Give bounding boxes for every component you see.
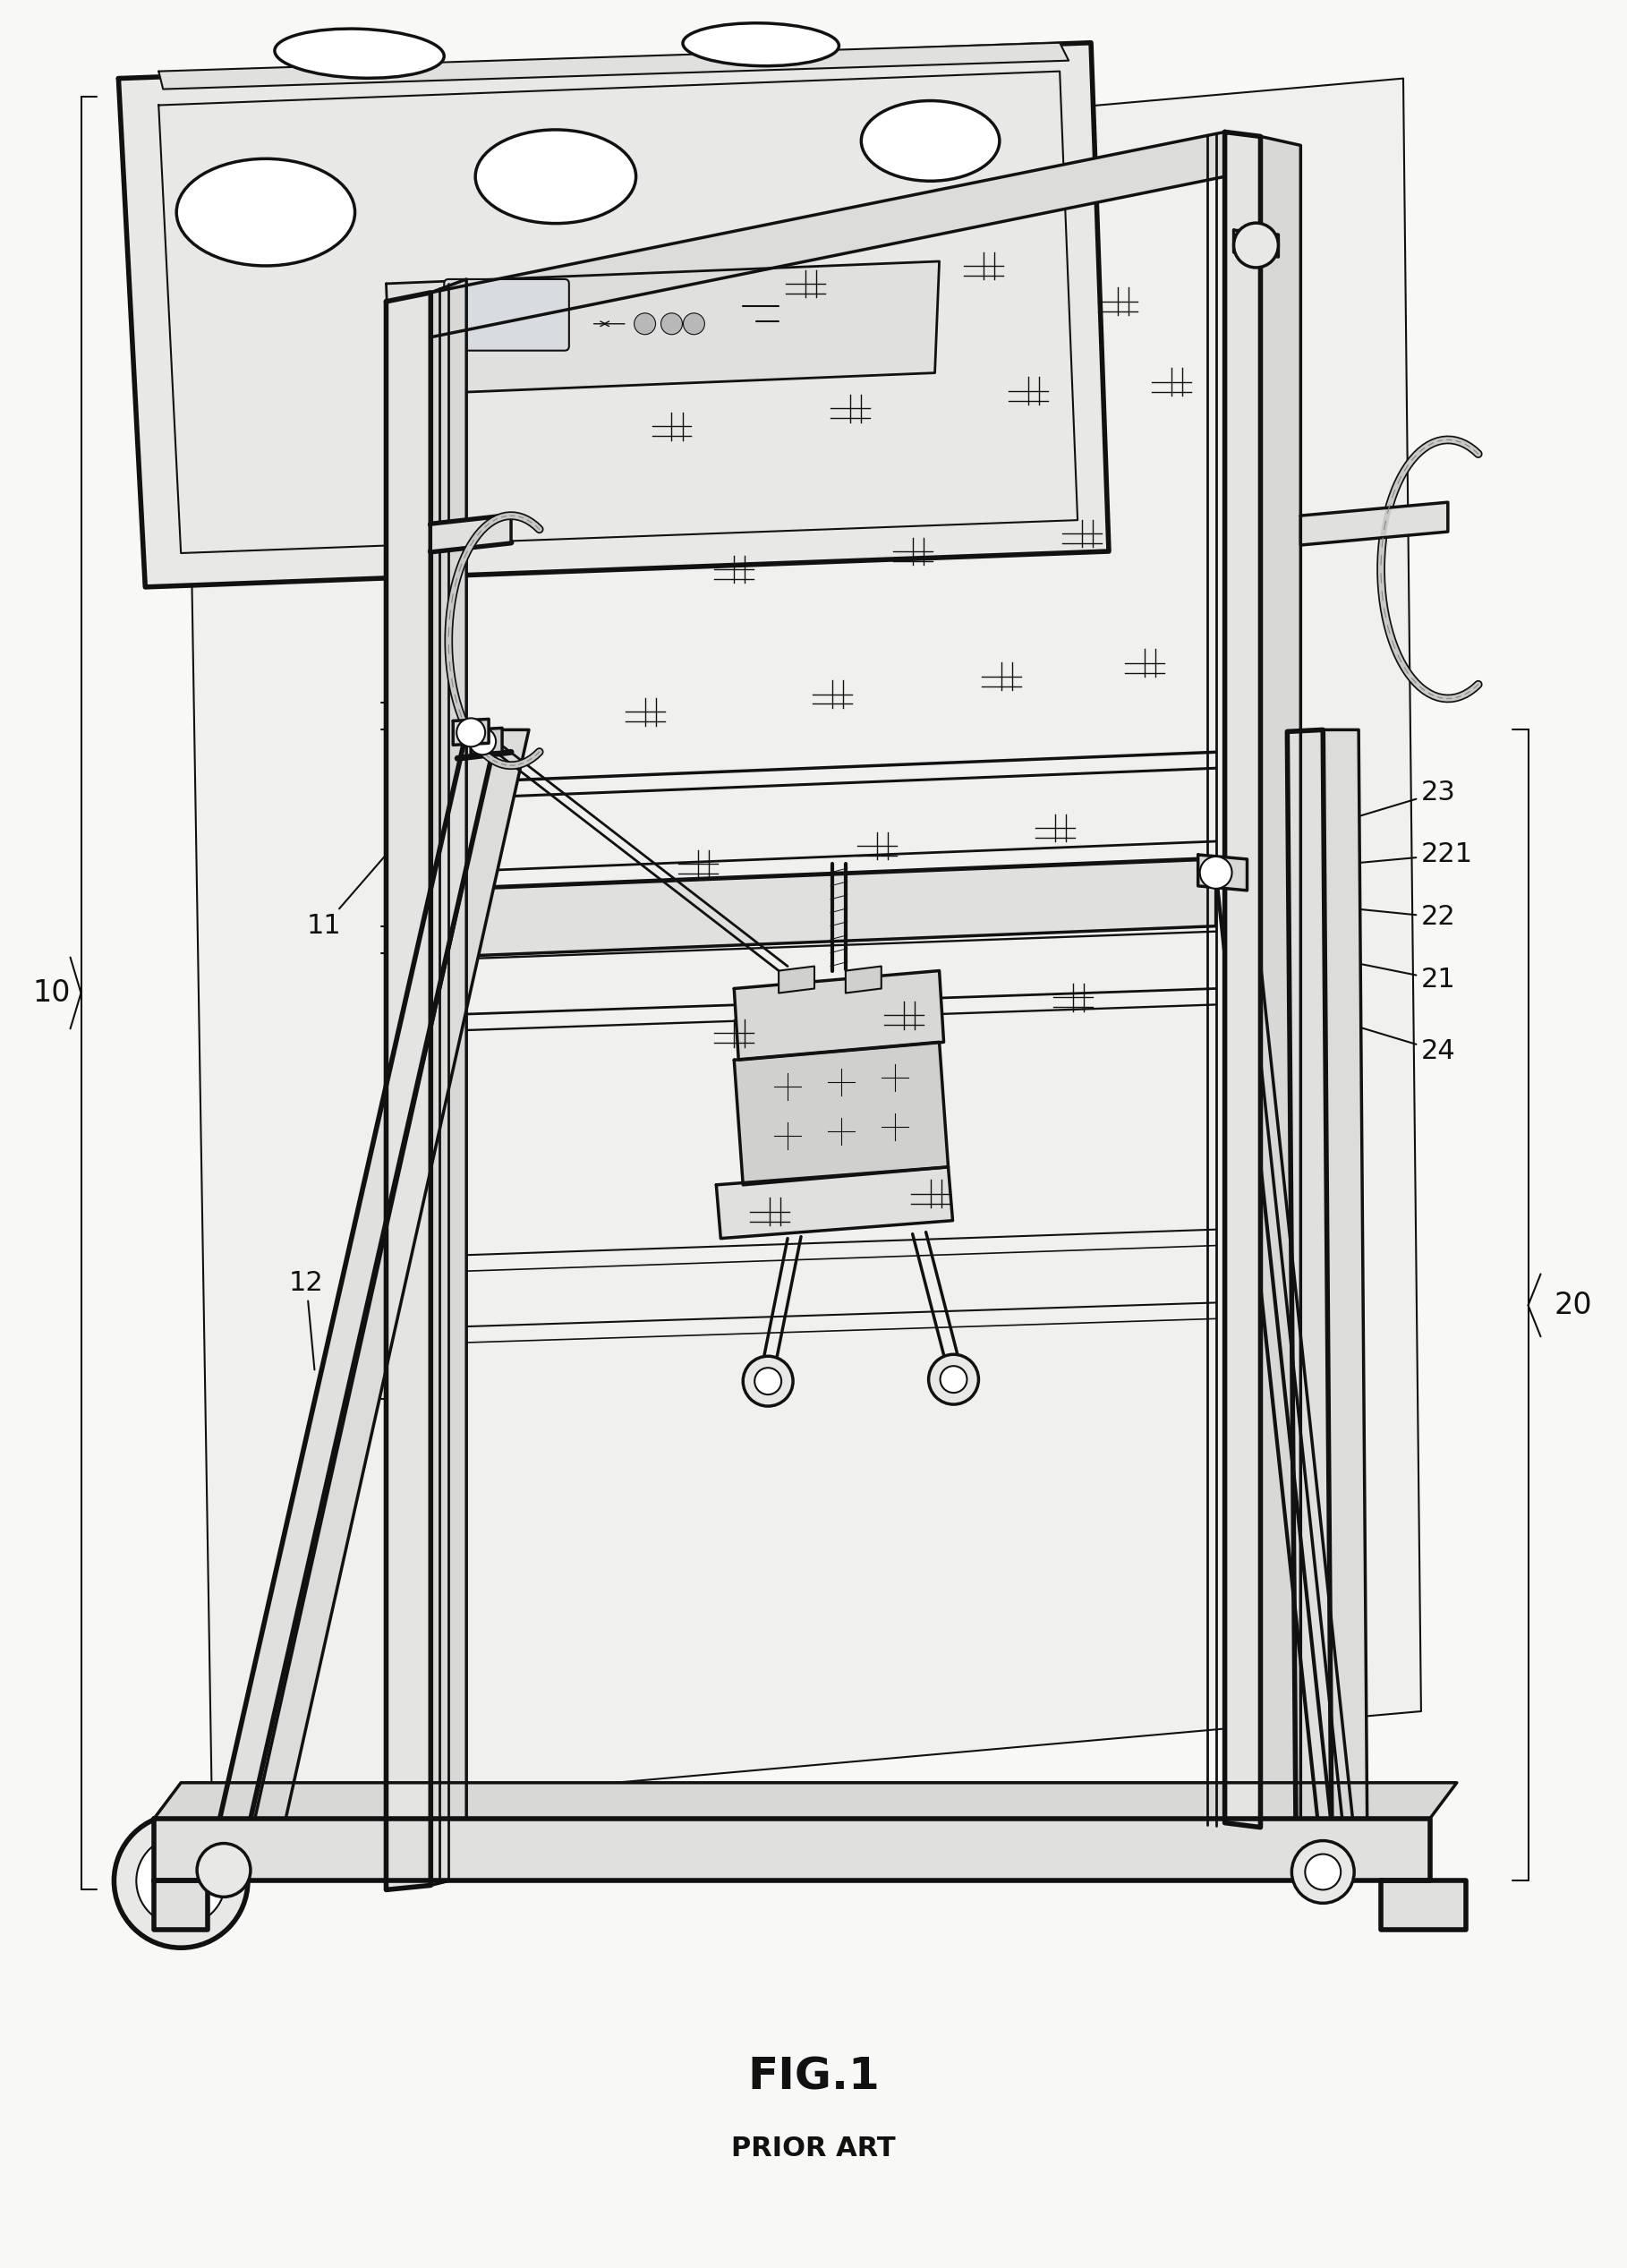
Polygon shape xyxy=(158,43,1069,88)
Polygon shape xyxy=(386,293,431,1889)
Circle shape xyxy=(635,313,656,333)
Polygon shape xyxy=(1287,730,1333,1869)
Polygon shape xyxy=(1323,730,1368,1871)
Polygon shape xyxy=(431,515,511,551)
Text: FIG.1: FIG.1 xyxy=(747,2055,880,2098)
Polygon shape xyxy=(470,728,503,753)
Polygon shape xyxy=(119,43,1110,587)
Polygon shape xyxy=(431,279,467,1885)
Polygon shape xyxy=(431,132,1225,338)
Text: 10: 10 xyxy=(33,978,70,1007)
Circle shape xyxy=(1292,1842,1354,1903)
Polygon shape xyxy=(734,1041,949,1184)
Polygon shape xyxy=(155,1783,1456,1819)
Polygon shape xyxy=(846,966,882,993)
Circle shape xyxy=(940,1365,966,1393)
FancyBboxPatch shape xyxy=(444,279,569,352)
Text: PRIOR ART: PRIOR ART xyxy=(731,2136,896,2161)
Polygon shape xyxy=(779,966,815,993)
Polygon shape xyxy=(155,1880,208,1930)
Text: 11: 11 xyxy=(308,744,483,939)
Circle shape xyxy=(137,1837,226,1926)
Circle shape xyxy=(744,1356,792,1406)
Circle shape xyxy=(929,1354,978,1404)
Ellipse shape xyxy=(861,100,999,181)
Polygon shape xyxy=(1225,132,1261,1828)
Circle shape xyxy=(457,719,485,746)
Text: 20: 20 xyxy=(1554,1290,1591,1320)
Polygon shape xyxy=(734,971,944,1059)
Circle shape xyxy=(683,313,704,333)
Polygon shape xyxy=(1300,501,1448,544)
Circle shape xyxy=(197,1844,251,1896)
Text: 22: 22 xyxy=(1352,905,1456,930)
Circle shape xyxy=(661,313,682,333)
Polygon shape xyxy=(452,719,488,744)
Text: 23: 23 xyxy=(1352,780,1456,819)
Text: 21: 21 xyxy=(1352,962,1456,993)
Circle shape xyxy=(1233,222,1279,268)
Polygon shape xyxy=(386,261,939,395)
Ellipse shape xyxy=(176,159,355,265)
Polygon shape xyxy=(431,860,1215,957)
Polygon shape xyxy=(1381,1880,1466,1930)
Circle shape xyxy=(469,728,496,755)
Circle shape xyxy=(755,1368,781,1395)
Ellipse shape xyxy=(683,23,840,66)
Polygon shape xyxy=(1197,855,1248,891)
Polygon shape xyxy=(716,1168,953,1238)
Text: 221: 221 xyxy=(1352,841,1472,869)
Polygon shape xyxy=(244,730,529,1871)
Circle shape xyxy=(114,1814,247,1948)
Polygon shape xyxy=(208,730,498,1871)
Text: 24: 24 xyxy=(1352,1025,1456,1064)
Polygon shape xyxy=(1261,136,1300,1837)
Ellipse shape xyxy=(275,29,444,77)
Polygon shape xyxy=(155,1819,1430,1880)
Text: 12: 12 xyxy=(290,1270,324,1370)
Ellipse shape xyxy=(475,129,636,225)
Circle shape xyxy=(1199,857,1232,889)
Polygon shape xyxy=(185,79,1420,1819)
Circle shape xyxy=(1305,1853,1341,1889)
Polygon shape xyxy=(1233,229,1279,256)
